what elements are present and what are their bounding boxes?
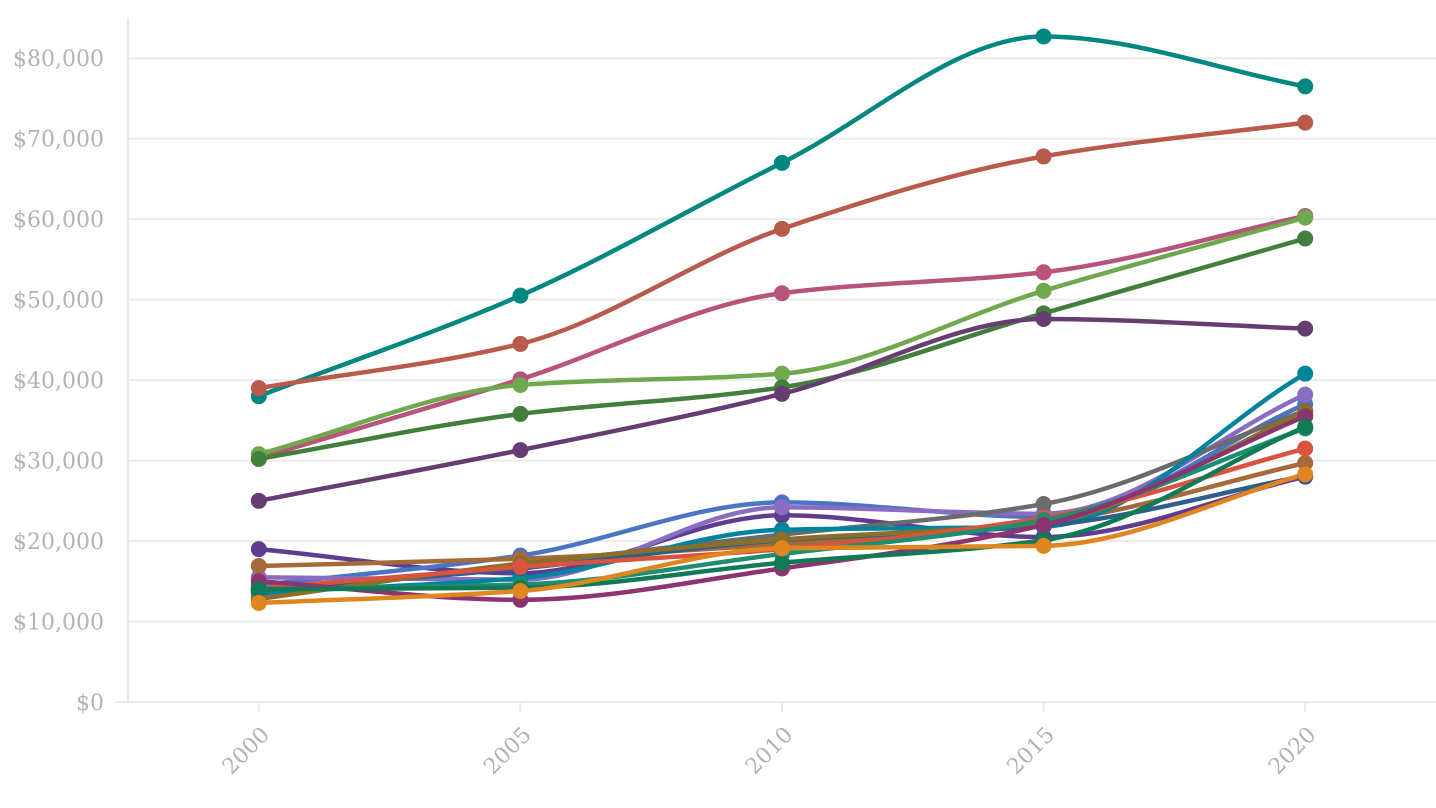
data-point-series-18-2020 [1297, 418, 1314, 435]
y-tick-label: $0 [76, 691, 104, 716]
data-point-series-2-2015 [1035, 148, 1052, 165]
data-point-series-6-2015 [1035, 310, 1052, 327]
data-point-series-15-2005 [512, 558, 529, 575]
data-point-series-9-2010 [774, 499, 790, 516]
data-point-series-12-2020 [1297, 365, 1314, 382]
data-point-series-10-2000 [250, 558, 267, 575]
data-point-series-4-2020 [1297, 209, 1314, 226]
y-tick-label: $80,000 [13, 47, 104, 72]
data-point-series-17-2015 [1035, 516, 1052, 533]
data-point-series-7-2000 [250, 541, 267, 558]
data-point-series-1-2010 [774, 154, 790, 171]
data-point-series-6-2005 [512, 442, 529, 459]
data-point-series-6-2000 [250, 492, 267, 509]
y-tick-label: $40,000 [13, 369, 104, 394]
data-point-series-3-2010 [774, 285, 790, 302]
data-point-series-19-2020 [1297, 466, 1314, 483]
data-point-series-2-2010 [774, 220, 790, 237]
series-line-1 [256, 34, 1308, 399]
data-point-series-19-2010 [774, 540, 790, 557]
series-points [250, 28, 1314, 612]
data-point-series-6-2020 [1297, 320, 1314, 337]
data-point-series-5-2000 [250, 450, 267, 467]
x-tick-label: 2015 [1003, 723, 1060, 780]
data-point-series-5-2020 [1297, 230, 1314, 247]
y-tick-label: $10,000 [13, 611, 104, 636]
y-tick-label: $50,000 [13, 289, 104, 314]
data-point-series-2-2020 [1297, 114, 1314, 131]
x-tick-label: 2010 [741, 723, 798, 780]
data-point-series-1-2020 [1297, 78, 1314, 95]
data-point-series-3-2015 [1035, 264, 1052, 281]
data-point-series-11-2015 [1035, 496, 1052, 513]
data-point-series-1-2015 [1035, 28, 1052, 45]
data-point-series-10-2020 [1297, 455, 1314, 472]
data-point-series-15-2020 [1297, 440, 1314, 457]
data-point-series-4-2015 [1035, 282, 1052, 299]
data-point-series-2-2005 [512, 335, 529, 352]
series-line-5 [256, 236, 1308, 462]
axes [114, 18, 1436, 712]
data-point-series-9-2020 [1297, 386, 1314, 403]
data-point-series-19-2000 [250, 595, 267, 612]
x-axis-tick-labels: 2000 2005 2010 2015 2020 [218, 723, 1322, 780]
data-point-series-18-2010 [774, 554, 790, 571]
y-tick-label: $60,000 [13, 208, 104, 233]
data-point-series-18-2000 [250, 581, 267, 598]
data-point-series-6-2010 [774, 385, 790, 402]
data-point-series-19-2015 [1035, 537, 1052, 554]
y-tick-label: $30,000 [13, 450, 104, 475]
x-tick-label: 2000 [218, 723, 275, 780]
data-point-series-5-2005 [512, 405, 529, 422]
data-point-series-4-2005 [512, 376, 529, 393]
y-tick-label: $70,000 [13, 128, 104, 153]
x-tick-label: 2020 [1264, 723, 1321, 780]
data-point-series-1-2005 [512, 287, 529, 304]
y-tick-label: $20,000 [13, 530, 104, 555]
data-point-series-19-2005 [512, 582, 529, 599]
data-point-series-2-2000 [250, 380, 267, 397]
data-point-series-4-2010 [774, 365, 790, 382]
x-tick-label: 2005 [479, 723, 536, 780]
y-axis-tick-labels: $0 $10,000 $20,000 $30,000 $40,000 $50,000 $60… [13, 47, 104, 716]
